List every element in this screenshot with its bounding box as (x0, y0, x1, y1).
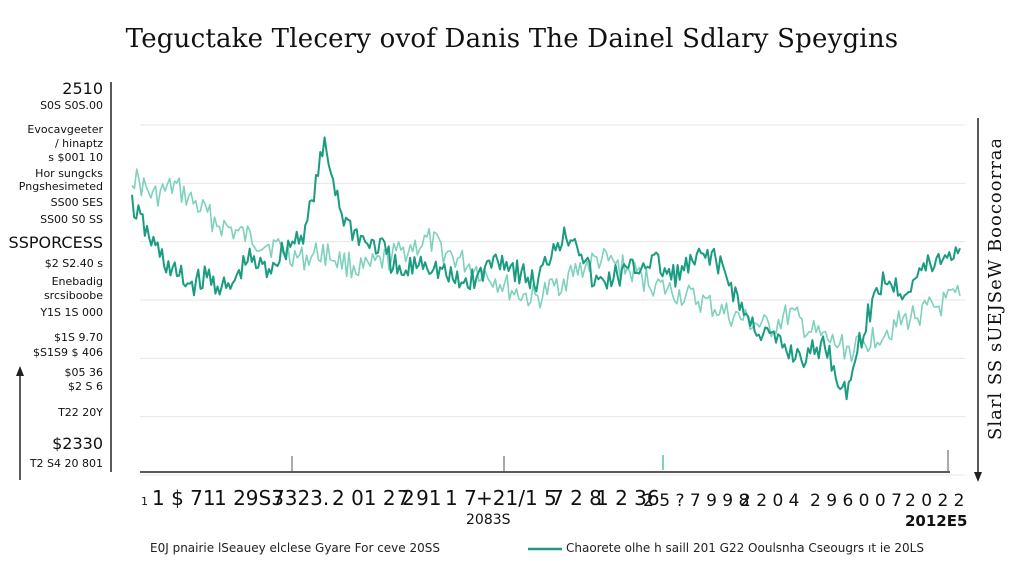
legend-entry-1: E0J pnairie lSeauey elclese Gyare For ce… (150, 541, 440, 555)
y-label: SSPORCESS (8, 233, 103, 252)
x-label: 1 2 36 (596, 486, 660, 510)
x-label: 2 2 0 4 (740, 491, 800, 511)
y-label: Y1S 1S 000 (40, 306, 103, 319)
left-axis-arrowhead (16, 366, 24, 376)
x-label: +21/1 5 (476, 486, 557, 510)
x-sub-label: 2083S (466, 512, 511, 528)
x-label: 1 $ 71 (152, 486, 216, 510)
x-label: 2 9 6 0 0 7 (810, 491, 902, 511)
y-label: Hor sungcks (35, 167, 103, 180)
x-label: 1 (141, 495, 148, 508)
x-label: 7 2 8 (551, 486, 602, 510)
right-axis-arrowhead (974, 472, 982, 482)
gridlines (140, 124, 965, 476)
y-label: Pngshesimeted (18, 180, 103, 193)
y-label: s $001 10 (48, 151, 103, 164)
x-label: 2 5 ? 7 9 9 8 (643, 491, 750, 511)
y-label: SS00 SES (50, 196, 103, 209)
y-label: Evocavgeeter (27, 123, 103, 136)
x-label: 1 29S3 (214, 486, 284, 510)
axes (16, 82, 982, 551)
y-label: $S1S9 $ 406 (33, 346, 103, 359)
x-label: 2 0 2 2 (905, 491, 965, 511)
series-line-1 (131, 168, 961, 363)
y-label: SS00 S0 SS (40, 213, 103, 226)
x-label: 1 7 (445, 486, 477, 510)
series-line-2 (131, 136, 961, 401)
y-label: srcsiboobe (43, 289, 103, 302)
x-sub-label: 2012E5 (905, 512, 968, 530)
y-label: $2 S2.40 s (44, 257, 103, 270)
y-label: T2 S4 20 801 (29, 457, 103, 470)
y-label: $2 S 6 (68, 380, 103, 393)
y-label: $2330 (52, 434, 103, 453)
y-label: / hinaptz (54, 137, 103, 150)
x-label: 7323. (272, 486, 330, 510)
y-label: 2510 (62, 79, 103, 98)
y-label: $05 36 (64, 366, 104, 379)
legend-entry-2: Chaorete olhe h saill 201 G22 Ooulsnha C… (566, 541, 924, 555)
y-axis-right-label: Slarl SS sUEJSeW Boocoorraa (985, 140, 1006, 440)
series-layer (131, 136, 961, 401)
chart-title: Teguctake Tlecery ovof Danis The Dainel … (125, 24, 899, 54)
y-label: $1S 9.70 (54, 331, 103, 344)
y-label: Enebadig (51, 275, 103, 288)
x-label: 7 91 (397, 486, 442, 510)
x-label: 2 01 2 2 (332, 486, 415, 510)
y-label: S0S S0S.00 (40, 99, 103, 112)
y-label: T22 20Y (58, 406, 103, 419)
